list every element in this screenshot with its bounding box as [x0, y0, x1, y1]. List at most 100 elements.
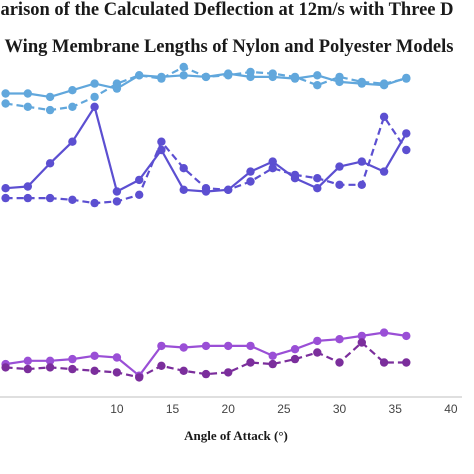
data-point — [268, 164, 277, 173]
data-point — [23, 364, 32, 374]
data-point — [201, 369, 211, 379]
data-point — [68, 354, 77, 364]
data-point — [335, 358, 344, 367]
data-point — [402, 145, 411, 155]
data-point — [112, 79, 122, 88]
series-layer — [1, 62, 411, 382]
data-point — [23, 182, 32, 191]
data-point — [224, 368, 233, 377]
x-tick-label: 30 — [333, 402, 347, 416]
data-point — [90, 102, 99, 112]
data-point — [1, 184, 10, 193]
x-tick-label: 25 — [277, 402, 291, 416]
data-point — [313, 348, 322, 357]
series-2 — [1, 102, 411, 196]
data-point — [135, 71, 144, 80]
data-point — [112, 187, 122, 196]
data-point — [335, 335, 344, 344]
data-point — [179, 62, 188, 72]
series-3 — [1, 112, 411, 208]
data-point — [135, 175, 144, 185]
data-point — [335, 180, 344, 189]
data-point — [23, 89, 32, 98]
data-point — [201, 184, 211, 193]
data-point — [23, 193, 32, 203]
data-point — [90, 92, 99, 102]
data-point — [68, 364, 77, 374]
data-point — [1, 89, 10, 98]
data-point — [224, 71, 233, 80]
data-point — [157, 74, 166, 83]
data-point — [290, 72, 300, 82]
data-point — [379, 167, 389, 176]
data-point — [68, 86, 77, 95]
data-point — [357, 338, 366, 347]
data-point — [379, 112, 389, 122]
data-point — [90, 79, 99, 88]
data-point — [290, 170, 300, 180]
data-point — [268, 69, 277, 78]
data-point — [68, 102, 77, 112]
x-tick-label: 35 — [389, 402, 403, 416]
data-point — [45, 105, 55, 115]
data-point — [402, 331, 411, 341]
data-point — [90, 351, 99, 360]
data-point — [335, 162, 344, 171]
data-point — [313, 71, 322, 80]
data-point — [357, 157, 366, 166]
series-1 — [1, 62, 411, 115]
data-point — [268, 157, 277, 166]
data-point — [68, 195, 77, 204]
data-point — [313, 81, 322, 90]
chart-title-line-2: Wing Membrane Lengths of Nylon and Polye… — [4, 37, 454, 57]
data-point — [157, 361, 166, 370]
data-point — [112, 197, 122, 206]
data-point — [402, 129, 411, 138]
data-point — [135, 190, 144, 199]
x-tick-label: 20 — [222, 402, 236, 416]
data-point — [68, 137, 77, 146]
data-point — [268, 359, 277, 369]
data-point — [379, 328, 389, 337]
x-tick-label: 10 — [110, 402, 124, 416]
data-point — [201, 72, 211, 82]
data-point — [90, 198, 99, 208]
data-point — [1, 193, 10, 203]
data-point — [246, 67, 255, 77]
data-point — [135, 373, 144, 382]
data-point — [179, 343, 188, 352]
data-point — [290, 345, 300, 354]
data-point — [379, 79, 389, 88]
data-point — [246, 358, 255, 367]
data-point — [157, 341, 166, 351]
data-point — [179, 366, 188, 375]
x-axis-ticks: 10 15 20 25 30 35 40 — [110, 402, 458, 416]
data-point — [157, 137, 166, 146]
data-point — [157, 145, 166, 155]
data-point — [179, 164, 188, 173]
data-point — [402, 74, 411, 83]
data-point — [1, 99, 10, 108]
data-point — [45, 92, 55, 102]
data-point — [45, 363, 55, 372]
data-point — [90, 366, 99, 375]
data-point — [201, 341, 211, 351]
data-point — [112, 368, 122, 377]
data-point — [45, 159, 55, 168]
data-point — [268, 351, 277, 360]
series-line — [5, 105, 408, 193]
data-point — [23, 356, 32, 365]
data-point — [45, 193, 55, 203]
data-point — [246, 341, 255, 351]
data-point — [1, 363, 10, 372]
x-tick-label: 15 — [166, 402, 180, 416]
series-5 — [1, 338, 411, 382]
data-point — [179, 185, 188, 194]
data-point — [112, 353, 122, 362]
data-point — [379, 358, 389, 367]
chart-title-line-1: arison of the Calculated Deflection at 1… — [0, 0, 454, 20]
data-point — [313, 174, 322, 183]
data-point — [402, 358, 411, 367]
